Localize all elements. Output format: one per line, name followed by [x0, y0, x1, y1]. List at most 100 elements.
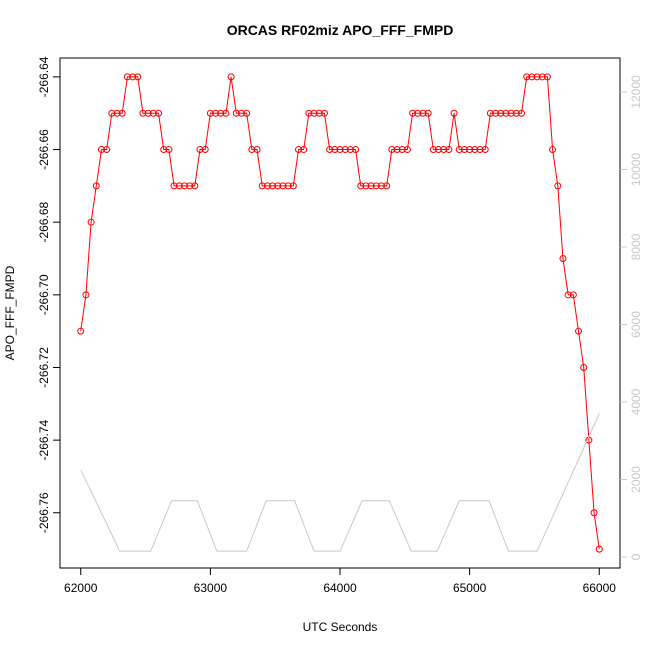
data-point: [481, 146, 489, 154]
data-point: [217, 109, 225, 117]
data-point: [123, 73, 131, 81]
data-point: [97, 146, 105, 154]
data-point: [398, 146, 406, 154]
data-point: [274, 182, 282, 190]
y2-tick-label: 0: [629, 553, 643, 560]
data-point: [103, 146, 111, 154]
data-point: [460, 146, 468, 154]
data-point: [206, 109, 214, 117]
data-point: [523, 73, 531, 81]
data-point: [295, 146, 303, 154]
data-point: [331, 146, 339, 154]
data-point: [414, 109, 422, 117]
data-point: [533, 73, 541, 81]
data-point: [528, 73, 536, 81]
y-tick-label: -266.76: [37, 492, 51, 533]
data-point: [445, 146, 453, 154]
data-point: [346, 146, 354, 154]
data-point: [512, 109, 520, 117]
data-point: [180, 182, 188, 190]
data-point: [409, 109, 417, 117]
data-point: [144, 109, 152, 117]
data-point: [435, 146, 443, 154]
data-point: [237, 109, 245, 117]
data-point: [212, 109, 220, 117]
data-point: [580, 363, 588, 371]
data-point: [310, 109, 318, 117]
data-point: [165, 146, 173, 154]
data-point: [232, 109, 240, 117]
data-point: [388, 146, 396, 154]
data-point: [279, 182, 287, 190]
data-point: [155, 109, 163, 117]
data-point: [289, 182, 297, 190]
x-tick-label: 64000: [323, 581, 357, 595]
y-tick-label: -266.70: [37, 274, 51, 315]
data-point: [372, 182, 380, 190]
data-point: [590, 509, 598, 517]
data-point: [269, 182, 277, 190]
data-point: [429, 146, 437, 154]
series-line: [80, 76, 600, 550]
data-point: [471, 146, 479, 154]
y2-tick-label: 6000: [629, 311, 643, 338]
data-point: [543, 73, 551, 81]
data-point: [258, 182, 266, 190]
y2-tick-label: 4000: [629, 388, 643, 415]
data-point: [186, 182, 194, 190]
data-point: [196, 146, 204, 154]
data-point: [129, 73, 137, 81]
x-axis-label: UTC Seconds: [303, 620, 378, 634]
y2-tick-label: 10000: [629, 152, 643, 186]
data-point: [377, 182, 385, 190]
data-point: [367, 182, 375, 190]
x-tick-label: 65000: [453, 581, 487, 595]
data-point: [357, 182, 365, 190]
data-point: [87, 218, 95, 226]
chart-title: ORCAS RF02miz APO_FFF_FMPD: [227, 22, 454, 38]
data-point: [191, 182, 199, 190]
data-point: [559, 255, 567, 263]
data-point: [201, 146, 209, 154]
data-point: [466, 146, 474, 154]
data-point: [455, 146, 463, 154]
data-point: [284, 182, 292, 190]
data-point: [538, 73, 546, 81]
data-point: [227, 73, 235, 81]
data-point: [595, 545, 603, 553]
data-point: [118, 109, 126, 117]
data-point: [383, 182, 391, 190]
data-point: [149, 109, 157, 117]
data-point: [92, 182, 100, 190]
data-point: [517, 109, 525, 117]
data-point: [305, 109, 313, 117]
data-point: [362, 182, 370, 190]
data-point: [113, 109, 121, 117]
y-axis-label: APO_FFF_FMPD: [3, 265, 17, 360]
data-point: [507, 109, 515, 117]
data-point: [492, 109, 500, 117]
y-tick-label: -266.74: [37, 419, 51, 460]
x-tick-label: 66000: [583, 581, 617, 595]
x-tick-label: 63000: [194, 581, 228, 595]
data-point: [248, 146, 256, 154]
y-tick-label: -266.72: [37, 347, 51, 388]
y-tick-label: -266.66: [37, 129, 51, 170]
y-tick-label: -266.64: [37, 56, 51, 97]
data-point: [393, 146, 401, 154]
data-point: [336, 146, 344, 154]
data-point: [341, 146, 349, 154]
y2-tick-label: 2000: [629, 466, 643, 493]
series-line: [80, 413, 600, 552]
data-point: [315, 109, 323, 117]
data-point: [139, 109, 147, 117]
data-point: [549, 146, 557, 154]
data-point: [134, 73, 142, 81]
data-point: [450, 109, 458, 117]
x-tick-label: 62000: [64, 581, 98, 595]
data-point: [575, 327, 583, 335]
data-point: [320, 109, 328, 117]
data-point: [424, 109, 432, 117]
data-point: [554, 182, 562, 190]
